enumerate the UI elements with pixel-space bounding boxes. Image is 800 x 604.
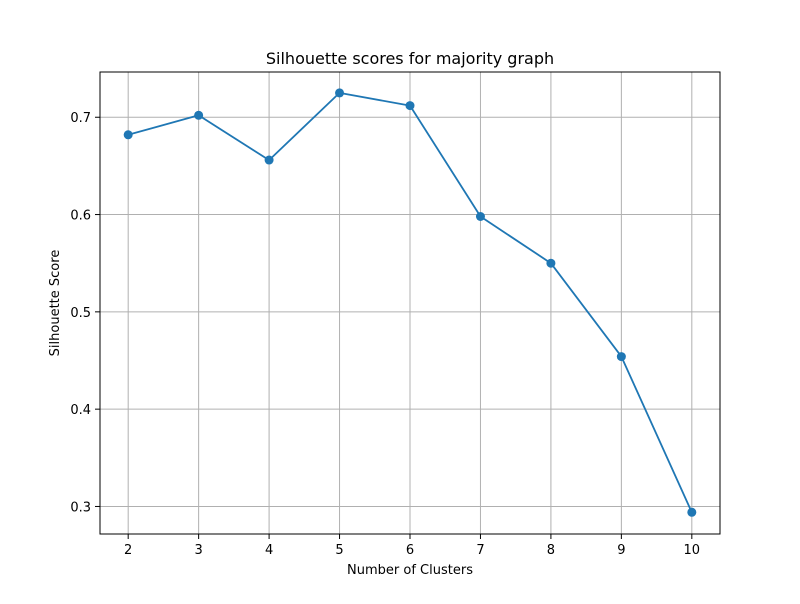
data-point [194, 110, 204, 120]
x-tick-label: 8 [547, 543, 555, 558]
y-tick-label: 0.4 [70, 403, 91, 418]
x-tick-label: 2 [124, 543, 132, 558]
grid-layer [100, 72, 720, 534]
y-tick-label: 0.7 [70, 111, 91, 126]
x-axis-label: Number of Clusters [347, 563, 473, 578]
y-tick-label: 0.6 [70, 209, 91, 224]
series-layer [123, 88, 697, 517]
y-tick-label: 0.5 [70, 306, 91, 321]
data-point [475, 211, 485, 221]
data-point [123, 130, 133, 140]
x-tick-label: 10 [684, 543, 701, 558]
data-point [687, 507, 697, 517]
data-point [405, 101, 415, 111]
data-point [264, 155, 274, 165]
x-tick-label: 3 [194, 543, 202, 558]
data-point [546, 258, 556, 268]
y-tick-label: 0.3 [70, 500, 91, 515]
x-tick-label: 6 [406, 543, 414, 558]
data-point [335, 88, 345, 98]
x-tick-label: 5 [335, 543, 343, 558]
y-axis-label: Silhouette Score [48, 250, 63, 357]
x-tick-label: 4 [265, 543, 273, 558]
x-tick-label: 9 [617, 543, 625, 558]
x-tick-label: 7 [476, 543, 484, 558]
chart-title: Silhouette scores for majority graph [266, 49, 554, 68]
tick-layer: 2 3 4 5 6 7 8 9 10 0.3 0.4 0.5 0.6 0.7 [70, 111, 700, 558]
data-point [616, 352, 626, 362]
